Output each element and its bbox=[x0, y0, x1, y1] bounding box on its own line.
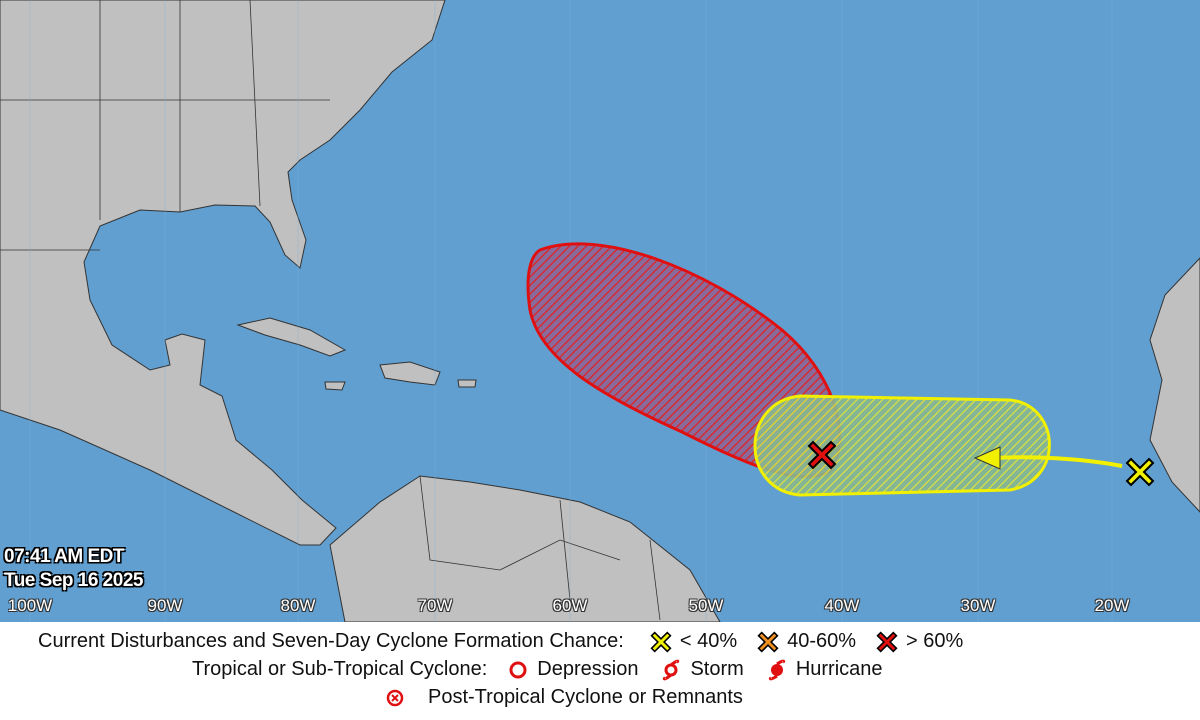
lon-label: 90W bbox=[147, 596, 183, 615]
lon-label: 20W bbox=[1094, 596, 1130, 615]
hurricane-icon bbox=[768, 659, 786, 680]
timestamp-date: Tue Sep 16 2025 bbox=[4, 570, 143, 591]
legend-hurricane: Hurricane bbox=[795, 658, 883, 680]
cuba bbox=[236, 317, 347, 357]
lon-label: 80W bbox=[280, 596, 316, 615]
lon-label: 70W bbox=[417, 596, 453, 615]
north-america bbox=[0, 0, 446, 546]
lon-label: 40W bbox=[824, 596, 860, 615]
legend-formation-label: Current Disturbances and Seven-Day Cyclo… bbox=[38, 630, 624, 652]
lon-label: 60W bbox=[552, 596, 588, 615]
puerto-rico bbox=[457, 379, 477, 388]
storm-icon bbox=[663, 659, 680, 680]
jamaica bbox=[324, 381, 346, 391]
legend: Current Disturbances and Seven-Day Cyclo… bbox=[0, 622, 1200, 720]
africa bbox=[1149, 257, 1200, 513]
south-america bbox=[329, 475, 721, 622]
post-tropical-icon bbox=[386, 689, 404, 706]
x-yellow-icon bbox=[650, 630, 672, 653]
lon-label: 30W bbox=[960, 596, 996, 615]
legend-storm: Storm bbox=[690, 658, 744, 680]
motion-arrow bbox=[973, 446, 1123, 470]
legend-depression: Depression bbox=[537, 658, 639, 680]
lon-label: 50W bbox=[688, 596, 724, 615]
legend-post-tropical: Post-Tropical Cyclone or Remnants bbox=[428, 686, 743, 708]
low-chance-area bbox=[753, 394, 1051, 497]
x-marker-red bbox=[807, 440, 837, 470]
timestamp-time: 07:41 AM EDT bbox=[4, 546, 125, 567]
lon-label: 100W bbox=[7, 596, 53, 615]
legend-high: > 60% bbox=[906, 630, 964, 652]
legend-low: < 40% bbox=[679, 630, 738, 652]
legend-medium: 40-60% bbox=[787, 630, 857, 652]
x-orange-icon bbox=[757, 630, 779, 653]
x-red-icon bbox=[876, 630, 898, 653]
legend-cyclone-label: Tropical or Sub-Tropical Cyclone: bbox=[192, 658, 488, 680]
depression-icon bbox=[509, 661, 527, 678]
x-marker-yellow bbox=[1125, 457, 1155, 487]
land bbox=[0, 0, 1200, 622]
outlook-map bbox=[0, 0, 1200, 622]
